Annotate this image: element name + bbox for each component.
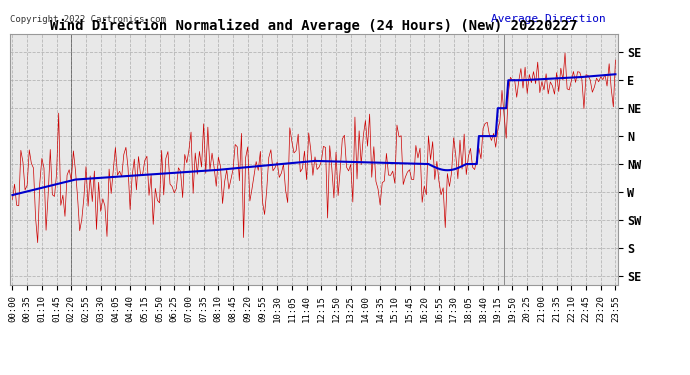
Text: Copyright 2022 Cartronics.com: Copyright 2022 Cartronics.com xyxy=(10,15,166,24)
Title: Wind Direction Normalized and Average (24 Hours) (New) 20220227: Wind Direction Normalized and Average (2… xyxy=(50,18,578,33)
Text: Average Direction: Average Direction xyxy=(491,14,605,24)
